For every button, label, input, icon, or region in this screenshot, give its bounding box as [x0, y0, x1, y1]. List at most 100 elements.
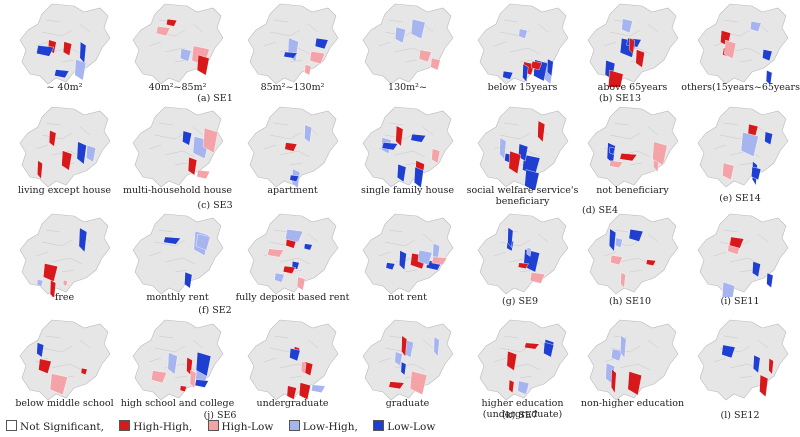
cluster-region: [430, 57, 441, 71]
cluster-region: [768, 357, 774, 375]
panel-label: not rent: [388, 292, 427, 303]
group-label: (h) SE10: [608, 296, 652, 307]
cluster-region: [724, 39, 737, 60]
panel-label: high school and college: [120, 398, 235, 409]
cluster-region: [499, 137, 507, 160]
cluster-region: [196, 169, 210, 180]
map-outline: [362, 319, 454, 401]
group-label: (f) SE2: [198, 305, 232, 316]
map-panel: monthly rent: [125, 212, 230, 312]
map-panel: undergraduate: [240, 318, 345, 418]
cluster-region: [314, 37, 329, 50]
cluster-region: [282, 265, 296, 274]
map-outline: [477, 213, 569, 295]
map-image: [580, 105, 685, 194]
cluster-region: [62, 41, 73, 57]
panel-label: apartment: [267, 185, 318, 196]
cluster-region: [179, 385, 187, 393]
map-panel: above 65years: [580, 2, 685, 102]
cluster-region: [303, 243, 313, 251]
cluster-region: [195, 351, 212, 377]
cluster-region: [518, 143, 529, 162]
cluster-region: [187, 156, 198, 176]
cluster-region: [610, 255, 623, 266]
map-outline: [132, 213, 224, 295]
map-image: [125, 212, 230, 301]
cluster-region: [296, 276, 306, 291]
group-label: (c) SE3: [197, 200, 233, 211]
cluster-region: [628, 228, 644, 242]
map-panel: single family house: [355, 105, 460, 205]
map-image: [690, 318, 795, 407]
legend-swatch: [119, 420, 131, 431]
map-outline: [697, 213, 789, 295]
map-panel: apartment: [240, 105, 345, 205]
map-outline: [132, 3, 224, 85]
cluster-region: [762, 49, 773, 62]
map-panel: not beneficiary: [580, 105, 685, 205]
cluster-region: [304, 124, 313, 144]
cluster-region: [740, 131, 759, 157]
cluster-region: [537, 120, 546, 143]
cluster-region: [286, 385, 297, 400]
cluster-region: [167, 352, 178, 375]
group-label: (j) SE6: [203, 410, 237, 421]
map-panel: 40m²~85m²: [125, 2, 230, 102]
cluster-region: [433, 336, 440, 357]
panel-label: 130m²~: [388, 82, 427, 93]
cluster-region: [610, 368, 617, 395]
cluster-region: [751, 166, 762, 181]
cluster-region: [627, 371, 642, 396]
legend-swatch: [207, 420, 219, 431]
map-image: [125, 105, 230, 194]
cluster-region: [502, 70, 514, 80]
panel-label: social welfare service's beneficiary: [466, 185, 579, 207]
cluster-region: [752, 354, 761, 374]
cluster-region: [36, 342, 45, 358]
map-image: [355, 212, 460, 301]
panel-label: graduate: [385, 398, 430, 409]
cluster-region: [508, 379, 515, 394]
cluster-region: [413, 166, 424, 189]
map-panel: ~ 40m²: [12, 2, 117, 102]
cluster-region: [518, 28, 528, 39]
group-label: (i) SE11: [720, 296, 760, 307]
map-panel: living except house: [12, 105, 117, 205]
cluster-region: [721, 344, 736, 359]
cluster-region: [645, 259, 657, 266]
map-panel: below middle school: [12, 318, 117, 418]
legend-item-high-low: High-Low: [206, 420, 273, 433]
legend-item-low-high: Low-High,: [287, 420, 358, 433]
cluster-region: [765, 69, 773, 86]
cluster-region: [284, 142, 298, 152]
cluster-region: [36, 45, 55, 57]
cluster-region: [202, 127, 219, 154]
cluster-region: [38, 358, 52, 374]
map-image: [12, 2, 117, 91]
legend: Not Significant, High-High, High-Low Low…: [4, 420, 445, 433]
map-image: [470, 318, 575, 407]
cluster-region: [611, 348, 623, 362]
cluster-region: [76, 141, 87, 165]
legend-swatch: [373, 420, 385, 431]
map-image: [125, 2, 230, 91]
map-image: [240, 212, 345, 301]
map-panel: fully deposit based rent: [236, 212, 349, 312]
cluster-region: [395, 125, 404, 147]
cluster-region: [74, 59, 87, 81]
group-label: (g) SE9: [501, 296, 538, 307]
map-outline: [362, 213, 454, 295]
group-label: (b) SE13: [598, 93, 642, 104]
panel-label: living except house: [18, 185, 111, 196]
map-image: [690, 105, 795, 194]
map-outline: [19, 106, 111, 188]
map-panel: [690, 318, 795, 418]
cluster-region: [166, 18, 178, 27]
map-image: [12, 212, 117, 301]
cluster-region: [196, 233, 211, 251]
cluster-region: [381, 142, 399, 151]
map-outline: [587, 213, 679, 295]
legend-item-low-low: Low-Low: [371, 420, 435, 433]
panel-label: below 15years: [487, 82, 558, 93]
panel-label: free: [54, 292, 75, 303]
